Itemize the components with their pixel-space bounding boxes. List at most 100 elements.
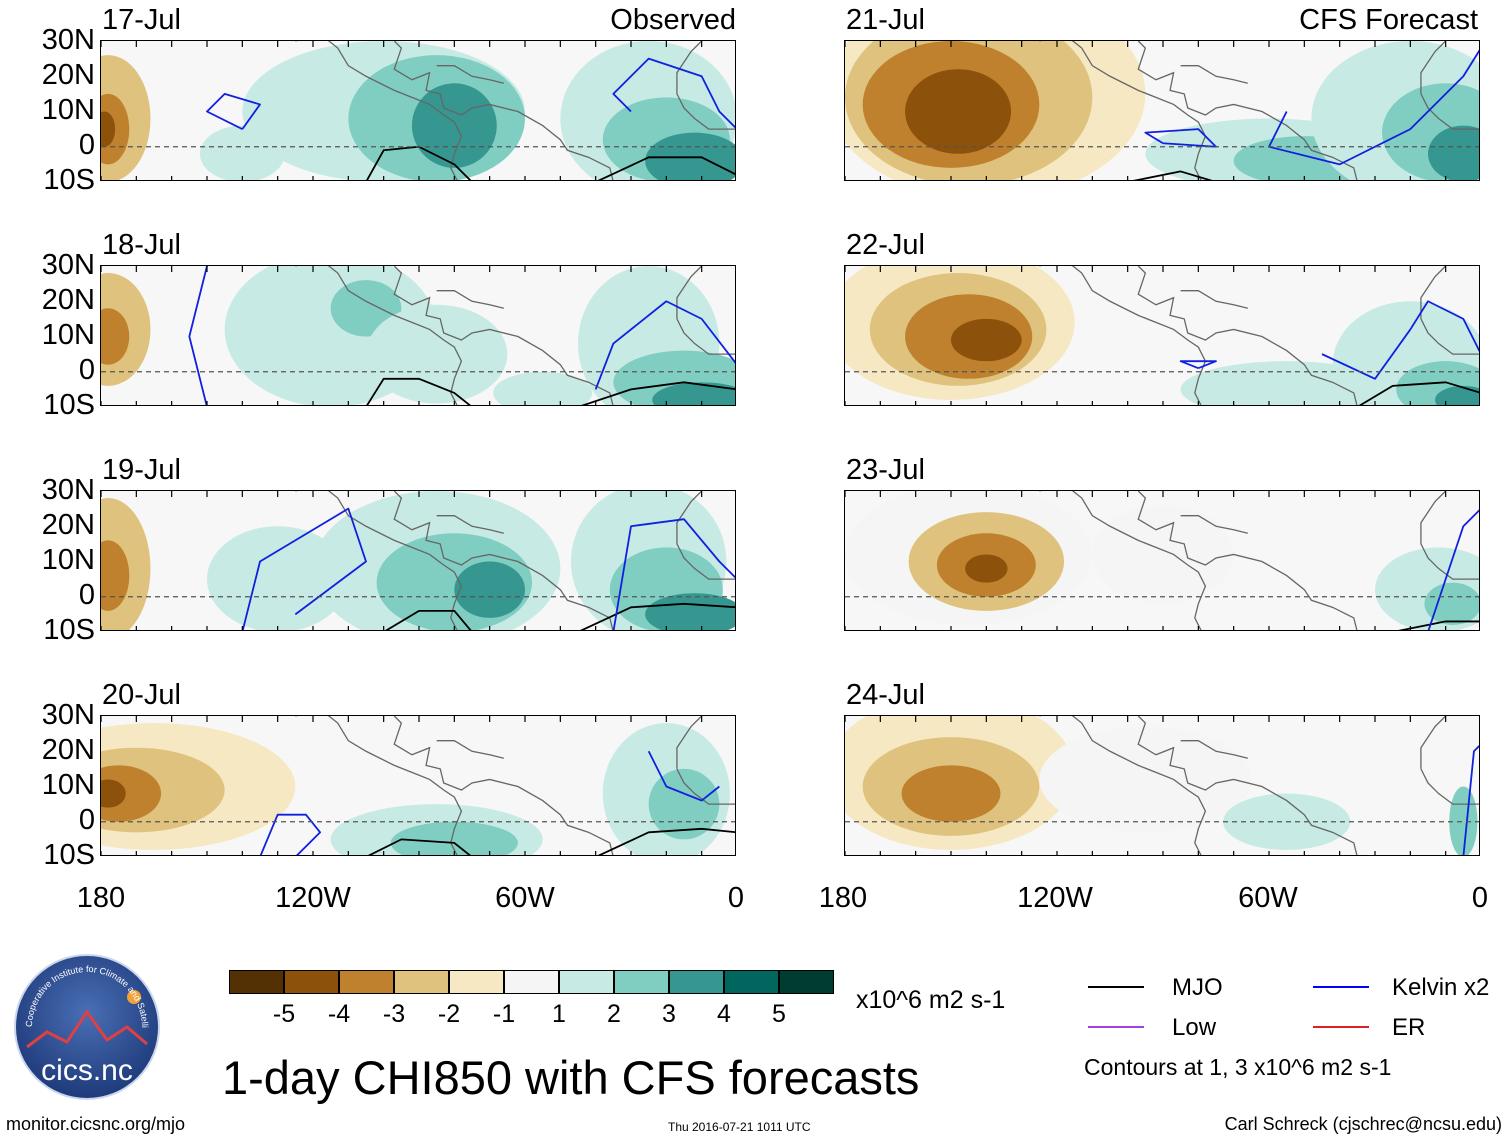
anomaly-field <box>845 266 1479 405</box>
kelvin-contour <box>1268 49 1479 166</box>
mjo-contour <box>1133 170 1213 180</box>
anomaly-region <box>901 765 1001 822</box>
lat-label: 0 <box>78 354 95 386</box>
colorbar-label: -1 <box>492 1000 516 1028</box>
lat-label: 10S <box>43 164 95 196</box>
anomaly-region <box>645 593 735 630</box>
colorbar-swatch <box>449 970 504 994</box>
coastline <box>1180 740 1248 759</box>
coastline <box>1420 93 1479 130</box>
map-panel-17-jul <box>100 40 736 181</box>
anomaly-region <box>493 371 593 405</box>
lat-label: 10S <box>43 614 95 646</box>
colorbar-label: 5 <box>772 1000 786 1028</box>
anomaly-region <box>1428 125 1479 180</box>
footer-author: Carl Schreck (cjschrec@ncsu.edu) <box>1224 1114 1502 1134</box>
map-panel-23-jul <box>844 490 1480 631</box>
mjo-contour <box>367 838 471 855</box>
colorbar-label: 1 <box>552 1000 566 1028</box>
anomaly-field <box>101 716 735 855</box>
kelvin-contour <box>241 507 367 630</box>
kelvin-contour <box>1179 360 1217 370</box>
kelvin-contour <box>206 92 261 130</box>
coastline <box>1180 515 1248 534</box>
coastline <box>1180 290 1248 309</box>
coastline <box>393 266 614 405</box>
coastline <box>1039 266 1207 405</box>
legend-label-kelvin: Kelvin x2 <box>1392 974 1490 1001</box>
anomaly-field <box>845 41 1479 180</box>
coastline <box>676 716 703 769</box>
coastline <box>676 266 703 319</box>
lon-label: 0 <box>1471 882 1489 914</box>
coastline <box>393 491 614 630</box>
coastline <box>1420 41 1447 94</box>
anomaly-region <box>1039 726 1252 833</box>
colorbar-swatch <box>724 970 779 994</box>
lat-label: 10S <box>43 839 95 871</box>
anomaly-region <box>905 69 1012 154</box>
colorbar-swatch <box>669 970 724 994</box>
coastline <box>295 41 463 180</box>
coastline <box>393 41 614 180</box>
lon-label: 120W <box>1017 882 1093 914</box>
footer-site: monitor.cicsnc.org/mjo <box>6 1114 186 1134</box>
lat-label: 30N <box>41 699 95 731</box>
anomaly-field <box>845 491 1479 630</box>
lat-label: 10N <box>41 319 95 351</box>
coastline <box>1137 491 1358 630</box>
colorbar-label: 2 <box>607 1000 621 1028</box>
colorbar-swatch <box>504 970 559 994</box>
contour-note: Contours at 1, 3 x10^6 m2 s-1 <box>1084 1054 1392 1080</box>
anomaly-field <box>101 41 735 180</box>
anomaly-region <box>652 382 735 405</box>
mjo-contour <box>1358 381 1479 405</box>
map-panel-20-jul <box>100 715 736 856</box>
anomaly-region <box>199 125 285 180</box>
lat-label: 10S <box>43 389 95 421</box>
kelvin-contour <box>612 57 735 129</box>
map-panel-24-jul <box>844 715 1480 856</box>
coastline <box>1420 491 1447 544</box>
lat-label: 20N <box>41 284 95 316</box>
lat-label: 10N <box>41 769 95 801</box>
kelvin-contour <box>259 813 321 855</box>
lat-label: 30N <box>41 474 95 506</box>
panel-date: 22-Jul <box>846 229 925 261</box>
coastline <box>1420 318 1479 355</box>
mjo-contour <box>366 377 471 405</box>
legend-label-er: ER <box>1392 1014 1426 1041</box>
kelvin-contour <box>594 300 735 390</box>
lat-label: 10N <box>41 544 95 576</box>
kelvin-contour <box>1427 509 1479 630</box>
coastline <box>436 290 504 309</box>
panel-source-tag: Observed <box>610 4 736 36</box>
kelvin-contour <box>188 266 208 405</box>
lon-label: 0 <box>727 882 745 914</box>
coastline <box>676 318 735 355</box>
legend-label-mjo: MJO <box>1172 974 1223 1001</box>
kelvin-contour <box>1144 128 1217 148</box>
anomaly-region <box>101 765 162 822</box>
logo-text: cics.nc <box>41 1054 133 1087</box>
mjo-contour <box>597 827 735 855</box>
anomaly-field <box>101 266 735 405</box>
lon-label: 180 <box>76 882 126 914</box>
coastline <box>676 491 703 544</box>
anomaly-region <box>101 540 130 611</box>
coastline <box>676 41 703 94</box>
map-panel-22-jul <box>844 265 1480 406</box>
anomaly-region <box>366 304 508 404</box>
anomaly-field <box>845 716 1479 855</box>
colorbar-swatch <box>614 970 669 994</box>
legend-line-kelvin <box>1313 986 1369 988</box>
coastline <box>676 768 735 805</box>
coastline <box>436 65 504 84</box>
footer-timestamp: Thu 2016-07-21 1011 UTC <box>668 1120 811 1134</box>
kelvin-contour <box>647 750 720 802</box>
kelvin-contour <box>612 518 735 630</box>
coastline <box>1420 716 1447 769</box>
colorbar-label: -3 <box>382 1000 406 1028</box>
coastline <box>295 491 463 630</box>
coastline <box>295 266 463 405</box>
